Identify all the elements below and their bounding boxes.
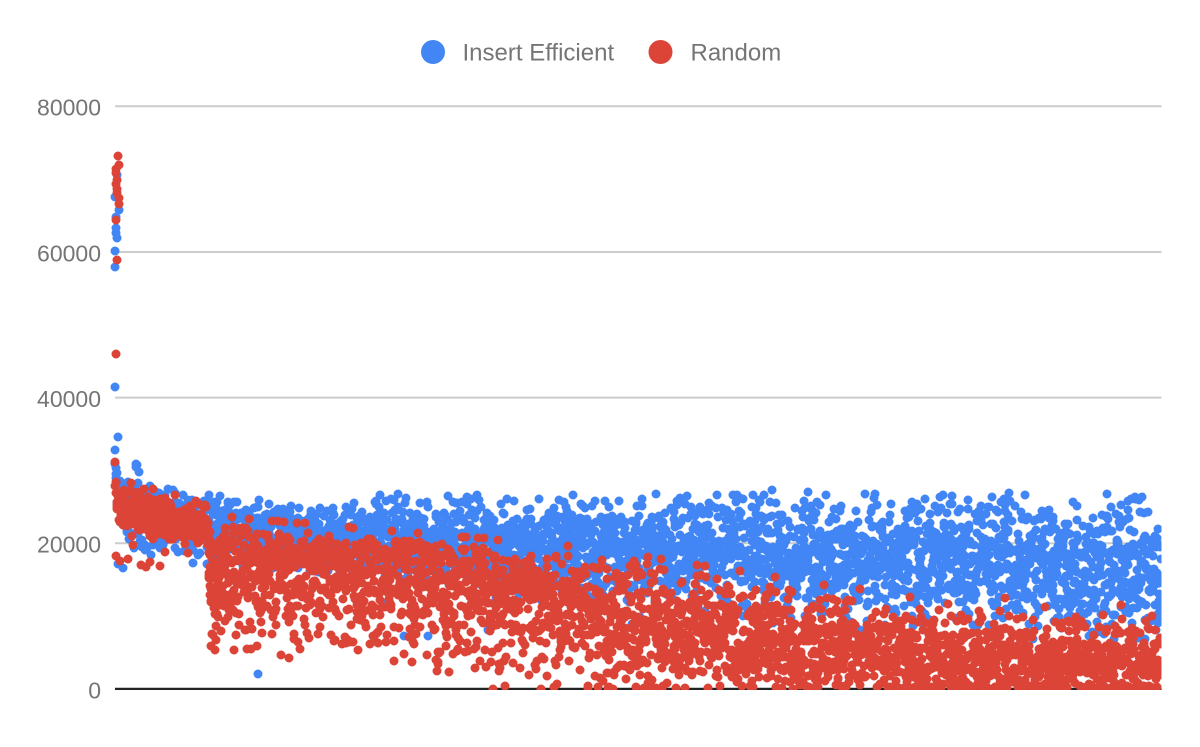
- svg-text:0: 0: [88, 677, 101, 703]
- svg-text:20000: 20000: [37, 532, 101, 558]
- svg-text:40000: 40000: [37, 386, 101, 412]
- svg-text:Insert Efficient: Insert Efficient: [463, 40, 615, 67]
- svg-text:Random: Random: [691, 40, 782, 67]
- svg-text:80000: 80000: [37, 95, 101, 121]
- svg-text:60000: 60000: [37, 240, 101, 266]
